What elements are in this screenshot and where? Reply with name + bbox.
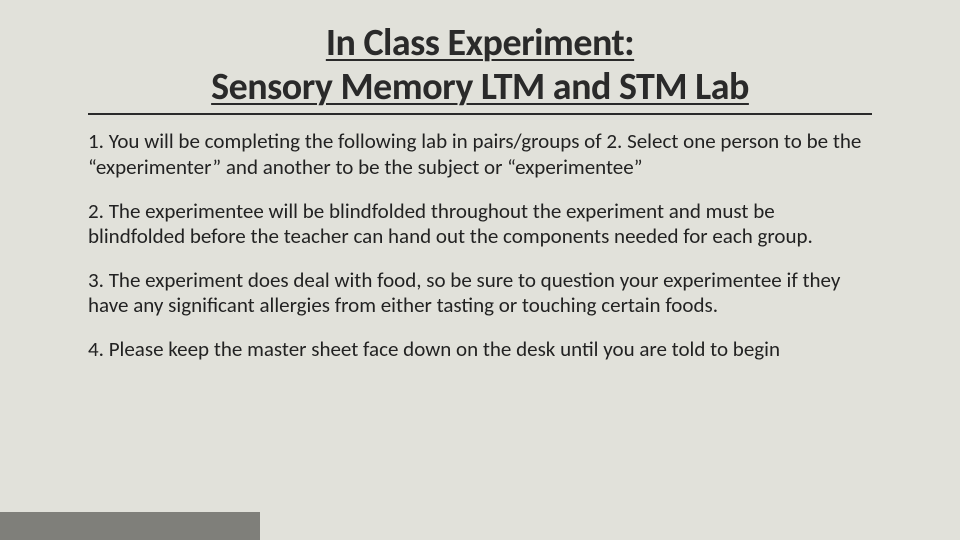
- slide-title-line-2: Sensory Memory LTM and STM Lab: [88, 66, 872, 110]
- body-paragraph-3: 3. The experiment does deal with food, s…: [88, 268, 872, 319]
- slide-body: 1. You will be completing the following …: [88, 129, 872, 362]
- body-paragraph-1: 1. You will be completing the following …: [88, 129, 872, 180]
- body-paragraph-4: 4. Please keep the master sheet face dow…: [88, 337, 872, 363]
- body-paragraph-2: 2. The experimentee will be blindfolded …: [88, 199, 872, 250]
- footer-accent-bar: [0, 512, 260, 540]
- slide: In Class Experiment: Sensory Memory LTM …: [0, 0, 960, 540]
- slide-title-line-1: In Class Experiment:: [88, 22, 872, 66]
- slide-title-block: In Class Experiment: Sensory Memory LTM …: [88, 22, 872, 115]
